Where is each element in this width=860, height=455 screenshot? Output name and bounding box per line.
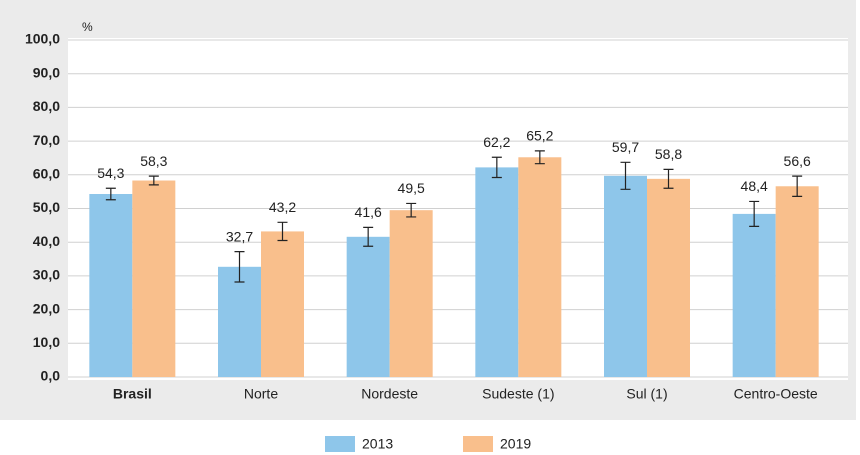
error-bar [792,175,803,197]
bar [261,231,304,377]
error-bar [105,187,116,201]
bar [732,213,776,377]
value-label: 56,6 [784,153,811,169]
x-tick-label: Sul (1) [626,386,667,402]
value-label: 59,7 [612,139,639,155]
x-tick-label: Nordeste [361,386,418,402]
y-tick-label: 60,0 [33,166,60,182]
value-label: 65,2 [526,128,553,144]
error-bar [148,175,159,186]
error-bar [491,156,502,179]
legend-label: 2019 [500,436,531,452]
bar [518,157,562,377]
y-tick-label: 80,0 [33,98,60,114]
error-bar [663,168,674,189]
y-tick-label: 30,0 [33,267,60,283]
error-bar [620,161,631,190]
x-tick-label: Sudeste (1) [482,386,554,402]
value-label: 54,3 [97,165,124,181]
x-tick-label: Norte [244,386,278,402]
legend-swatch [463,436,493,452]
y-axis-label: % [82,20,93,34]
y-tick-label: 90,0 [33,64,60,80]
y-tick-label: 70,0 [33,132,60,148]
bar [132,180,176,377]
value-label: 62,2 [483,134,510,150]
legend-label: 2013 [362,436,393,452]
legend-swatch [325,436,355,452]
error-bar [277,221,288,242]
y-tick-label: 0,0 [41,368,61,384]
value-label: 48,4 [741,178,768,194]
y-tick-label: 10,0 [33,334,60,350]
bar [89,194,133,377]
error-bar [406,202,417,218]
y-tick-label: 40,0 [33,233,60,249]
value-label: 41,6 [355,204,382,220]
error-bar [749,200,760,227]
y-tick-label: 100,0 [25,31,60,47]
value-label: 32,7 [226,228,253,244]
value-label: 58,8 [655,146,682,162]
bar [346,236,390,377]
bar [389,210,433,377]
x-tick-label: Brasil [113,386,152,402]
bar [475,167,519,377]
bar [647,178,690,377]
bar [604,175,647,377]
x-tick-label: Centro-Oeste [734,386,818,402]
bar [218,266,261,377]
error-bar [534,150,545,165]
value-label: 43,2 [269,199,296,215]
y-tick-label: 20,0 [33,300,60,316]
value-label: 58,3 [140,153,167,169]
y-tick-label: 50,0 [33,199,60,215]
bar [775,186,819,377]
value-label: 49,5 [398,180,425,196]
error-bar [234,251,245,283]
error-bar [363,226,374,247]
